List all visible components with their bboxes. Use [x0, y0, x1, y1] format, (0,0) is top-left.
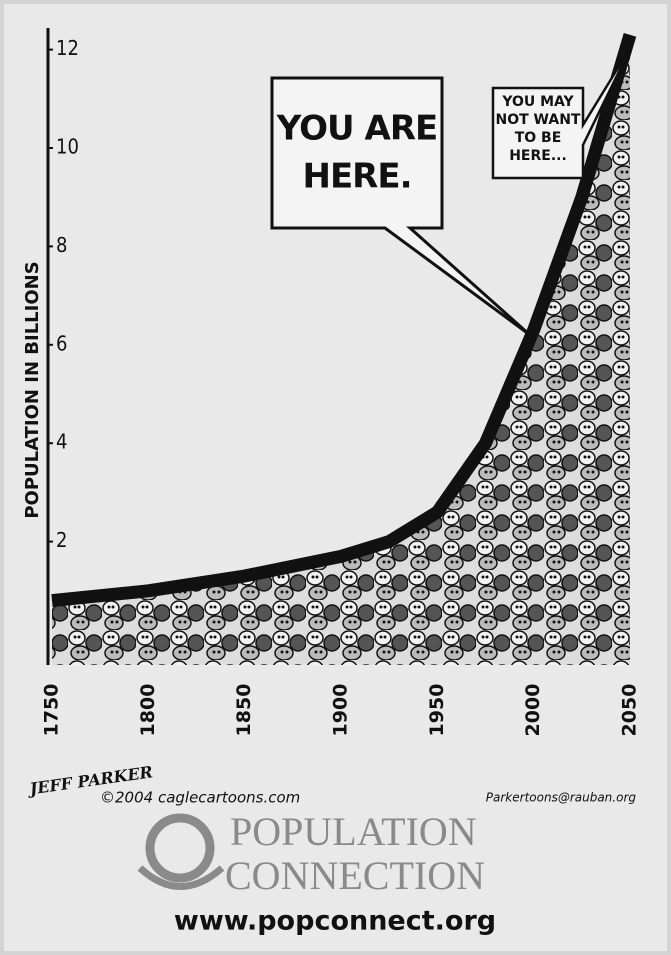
- email: Parkertoons@rauban.org: [486, 791, 637, 805]
- logo-text: CONNECTION: [225, 853, 485, 898]
- bubble-text: HERE...: [509, 148, 567, 164]
- y-tick-label: 6: [56, 331, 67, 355]
- x-tick-label: 2000: [522, 684, 544, 737]
- y-tick-label: 2: [56, 528, 67, 552]
- copyright: ©2004 caglecartoons.com: [100, 789, 300, 807]
- bubble-text: TO BE: [515, 130, 562, 146]
- speech-bubble: [270, 76, 531, 337]
- y-tick-label: 12: [56, 36, 79, 60]
- x-tick-label: 1800: [137, 684, 159, 737]
- y-tick-label: 4: [56, 430, 67, 454]
- bubble-text: NOT WANT: [496, 112, 581, 128]
- url: www.popconnect.org: [174, 906, 496, 937]
- y-tick-label: 8: [56, 233, 67, 257]
- bubble-text: YOU ARE: [276, 109, 437, 149]
- logo-ring: [145, 813, 215, 883]
- logo-swoosh: [137, 865, 225, 890]
- speech-bubble: [491, 44, 634, 180]
- x-tick-label: 2050: [619, 684, 641, 737]
- x-tick-label: 1750: [41, 684, 63, 737]
- bubble-text: YOU MAY: [501, 94, 574, 110]
- plot: 2 4 6 8 10 12 1750 1800 1850 1900 1950 2000 2050: [41, 28, 641, 736]
- bubble-text: HERE.: [302, 157, 411, 197]
- area: [52, 34, 630, 665]
- y-axis-label: POPULATION IN BILLIONS: [22, 261, 43, 518]
- x-tick-label: 1850: [233, 684, 255, 737]
- line: [51, 32, 637, 608]
- logo-text: POPULATION: [230, 809, 477, 854]
- x-tick-label: 1950: [426, 684, 448, 737]
- y-tick-label: 10: [56, 135, 79, 159]
- x-tick-label: 1900: [330, 684, 352, 737]
